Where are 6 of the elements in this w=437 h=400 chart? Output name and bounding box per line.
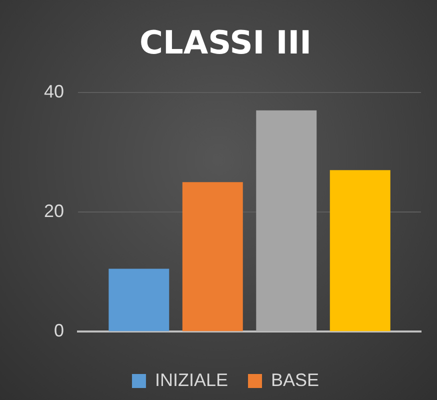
chart-title: CLASSI III: [139, 24, 312, 62]
legend-label: INIZIALE: [154, 370, 228, 390]
y-tick-label: 0: [54, 320, 64, 341]
y-tick-label: 40: [44, 81, 64, 102]
y-tick-label: 20: [44, 200, 64, 221]
legend-label: BASE: [271, 370, 320, 390]
